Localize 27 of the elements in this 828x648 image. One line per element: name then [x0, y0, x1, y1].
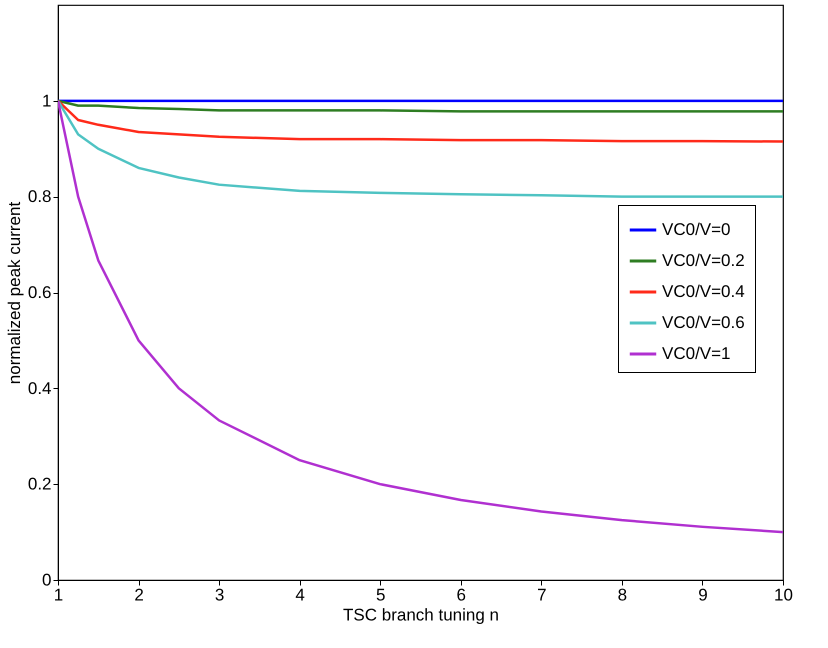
x-axis-title: TSC branch tuning n: [343, 606, 499, 624]
legend-label: VC0/V=0: [662, 220, 731, 239]
x-tick-label: 8: [618, 586, 628, 604]
y-axis-title: normalized peak current: [4, 202, 24, 384]
y-tick-label: 0.8: [28, 187, 52, 206]
legend-label: VC0/V=0.6: [662, 313, 745, 332]
legend-label: VC0/V=1: [662, 344, 731, 363]
y-tick-label: 0.4: [28, 378, 52, 398]
y-tick-label: 0.6: [28, 283, 52, 302]
line-series: [58, 100, 783, 113]
x-tick-label: 4: [295, 586, 305, 604]
legend-label: VC0/V=0.2: [662, 251, 745, 270]
line-series: [58, 100, 783, 534]
line-series: [58, 100, 783, 143]
x-tick-label: 3: [214, 586, 224, 604]
x-tick-label: 1: [54, 586, 64, 604]
x-tick-label: 9: [698, 586, 708, 604]
x-tick-label: 6: [456, 586, 466, 604]
line-series: [58, 100, 783, 198]
x-tick-label: 2: [134, 586, 144, 604]
y-tick-label: 0.2: [28, 474, 52, 494]
legend-label: VC0/V=0.4: [662, 282, 745, 301]
y-tick-label: 0: [42, 570, 52, 590]
x-tick-label: 10: [774, 586, 793, 604]
y-tick-label: 1: [42, 91, 52, 110]
x-tick-label: 5: [376, 586, 386, 604]
x-tick-label: 7: [537, 586, 547, 604]
